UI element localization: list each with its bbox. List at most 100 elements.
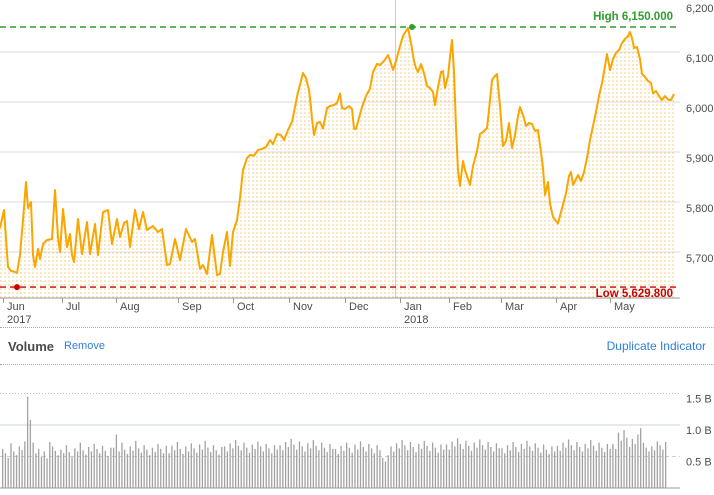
volume-bar: [454, 446, 456, 488]
volume-bar: [7, 457, 9, 488]
volume-chart[interactable]: 1.5 B 1.0 B 0.5 B: [0, 366, 714, 495]
volume-bar: [79, 442, 81, 488]
volume-bar: [279, 445, 281, 488]
volume-bar: [517, 452, 520, 488]
volume-bar: [332, 448, 334, 488]
month-label: Dec: [349, 301, 369, 313]
volume-bar: [484, 449, 486, 488]
volume-bar: [296, 449, 298, 488]
volume-bar: [382, 457, 384, 488]
volume-bar: [542, 444, 545, 488]
volume-bar: [468, 445, 470, 488]
volume-bar: [26, 396, 29, 488]
volume-bar: [612, 443, 614, 488]
volume-bar: [631, 438, 634, 488]
volume-bar: [395, 443, 398, 488]
volume-bar: [462, 448, 464, 488]
volume-bar: [38, 448, 40, 488]
remove-indicator-link[interactable]: Remove: [64, 340, 105, 352]
volume-bar: [124, 449, 126, 488]
price-axis-label: 5,800: [686, 203, 714, 215]
volume-bar: [157, 443, 159, 488]
volume-bar: [662, 449, 664, 488]
volume-bar: [459, 443, 462, 488]
high-label: High 6,150.000: [593, 11, 673, 23]
volume-bar: [626, 437, 628, 488]
volume-bar: [398, 448, 400, 488]
volume-bar: [584, 443, 586, 488]
volume-bar: [651, 446, 653, 488]
volume-bar: [137, 448, 140, 488]
volume-bar: [301, 446, 303, 488]
volume-bar: [387, 455, 389, 488]
volume-bar: [210, 452, 212, 488]
volume-bar: [298, 441, 301, 488]
volume-bar: [504, 453, 506, 488]
volume-bar: [287, 447, 290, 488]
volume-bar: [628, 447, 631, 488]
volume-bar: [215, 450, 217, 488]
volume-bar: [107, 455, 109, 488]
volume-bar: [637, 434, 639, 488]
volume-bar: [448, 449, 450, 488]
volume-bar: [470, 450, 473, 488]
volume-bar: [140, 452, 142, 488]
volume-bar: [43, 451, 45, 488]
volume-bar: [479, 439, 481, 488]
volume-bar: [345, 442, 348, 488]
volume-bar: [501, 448, 503, 488]
volume-bar: [284, 442, 287, 488]
volume-bar: [573, 450, 575, 488]
volume-bar: [540, 452, 542, 488]
volume-bar: [354, 444, 356, 488]
volume-bar: [445, 444, 448, 488]
volume-bar: [401, 440, 403, 488]
volume-bar: [359, 441, 362, 488]
volume-bar: [10, 443, 12, 488]
volume-bar: [143, 445, 145, 488]
volume-bar: [57, 455, 59, 488]
volume-bar: [262, 451, 265, 488]
volume-bar: [126, 454, 129, 488]
volume-bar: [579, 447, 581, 488]
volume-bar: [88, 447, 90, 488]
volume-bar: [529, 446, 531, 488]
volume-bar: [54, 450, 57, 488]
volume-bar: [229, 443, 231, 488]
volume-bar: [390, 446, 392, 488]
volume-bar: [60, 449, 62, 488]
volume-bar: [515, 447, 517, 488]
volume-axis-label: 1.5 B: [686, 394, 712, 406]
volume-bar: [149, 455, 151, 488]
low-label: Low 5,629.800: [596, 288, 673, 300]
volume-bar: [476, 447, 478, 488]
volume-bar: [223, 446, 226, 488]
month-label: Sep: [182, 301, 202, 313]
volume-bar: [232, 448, 234, 488]
volume-bar: [351, 452, 353, 488]
volume-axis-label: 0.5 B: [686, 457, 712, 469]
volume-bar: [96, 448, 98, 488]
volume-bar: [254, 448, 256, 488]
volume-bar: [173, 450, 176, 488]
volume-bar: [393, 451, 395, 488]
volume-bar: [162, 453, 165, 488]
volume-bar: [71, 457, 73, 488]
duplicate-indicator-link[interactable]: Duplicate Indicator: [606, 339, 706, 353]
volume-bar: [85, 454, 87, 488]
volume-bar: [384, 461, 387, 488]
volume-bar: [29, 420, 32, 488]
volume-bar: [187, 451, 190, 488]
volume-bar: [198, 444, 201, 488]
volume-bar: [556, 445, 559, 488]
price-chart[interactable]: 6,200 6,100 6,000 5,900 5,800 5,700 High 6,150…: [0, 0, 714, 327]
volume-bar: [318, 450, 320, 488]
price-area: [0, 28, 674, 298]
volume-bar: [370, 448, 373, 488]
volume-bar: [409, 442, 412, 488]
volume-bar: [648, 451, 650, 488]
volume-bar: [337, 454, 339, 488]
volume-bar: [426, 445, 428, 488]
indicator-title: Volume: [8, 338, 54, 354]
volume-bar: [304, 451, 306, 488]
